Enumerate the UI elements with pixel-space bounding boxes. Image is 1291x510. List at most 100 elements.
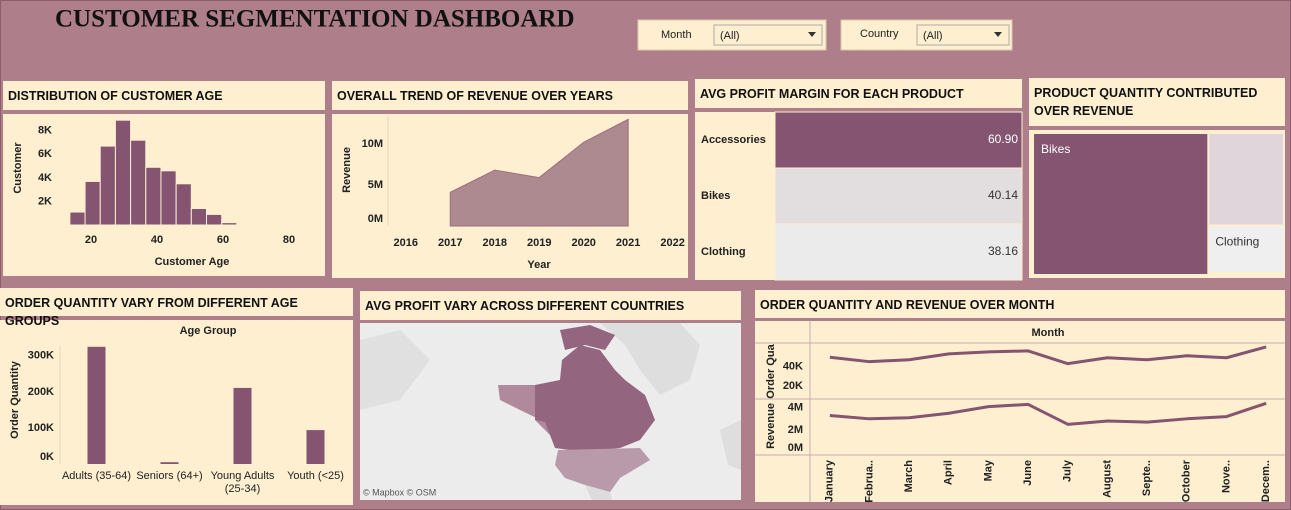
- bar: [69, 211, 86, 226]
- bar: [175, 183, 192, 226]
- bar: [206, 213, 223, 226]
- bar: [233, 387, 252, 464]
- map-land: [720, 420, 741, 470]
- bar: [130, 139, 147, 226]
- y-tick-label: 10M: [362, 138, 383, 150]
- x-tick-label: 80: [283, 234, 295, 246]
- x-tick-label: 20: [85, 234, 97, 246]
- bar: [114, 119, 132, 226]
- y-tick-label: 200K: [28, 386, 54, 398]
- x-tick-label: May: [982, 459, 994, 481]
- x-tick-label: Seniors (64+): [136, 470, 203, 482]
- cell: [774, 167, 1023, 225]
- panel: [0, 320, 353, 505]
- y-tick-label: 2M: [788, 424, 803, 436]
- map-land: [585, 485, 612, 500]
- y-tick-label: 0M: [788, 442, 803, 454]
- x-tick-label: Adults (35-64): [61, 470, 132, 482]
- y-tick-label: 0K: [40, 451, 54, 463]
- line: [829, 401, 1267, 426]
- filter-value: (All): [720, 30, 740, 42]
- x-axis-label: Month: [1032, 327, 1065, 339]
- x-tick-label: 2018: [483, 237, 507, 249]
- tile-label: Clothing: [1215, 235, 1259, 249]
- bar: [84, 180, 101, 226]
- map-region: [535, 345, 655, 450]
- line: [829, 345, 1267, 366]
- y-tick-label: 5M: [368, 179, 383, 191]
- x-axis-label: Age Group: [180, 325, 237, 337]
- map-land: [600, 323, 700, 395]
- y-tick-label: 20K: [783, 380, 803, 392]
- map-land: [360, 330, 430, 410]
- bar: [160, 170, 177, 226]
- filter-dropdown[interactable]: [713, 24, 823, 46]
- x-tick-label: 2016: [394, 237, 418, 249]
- x-tick-label: July: [1062, 459, 1074, 482]
- map-region: [560, 325, 615, 350]
- y-tick-label: 6K: [38, 148, 52, 160]
- y-tick-label: 40K: [783, 360, 803, 372]
- row-label: Accessories: [701, 134, 766, 146]
- x-tick-label: Februa..: [863, 460, 875, 503]
- cell: [774, 111, 1023, 169]
- x-tick-label: 2022: [660, 237, 684, 249]
- y-axis-label: Customer: [12, 142, 24, 194]
- dropdown-arrow: [808, 32, 816, 37]
- y-axis-label: Revenue: [341, 147, 353, 193]
- y-axis-label: Order Quantity: [9, 360, 21, 439]
- y-tick-label: 2K: [38, 195, 52, 207]
- y-axis-label: Order Qua: [765, 343, 777, 398]
- panel-title: AVG PROFIT VARY ACROSS DIFFERENT COUNTRI…: [360, 291, 741, 320]
- x-tick-label: 2020: [571, 237, 595, 249]
- x-tick-label: 2021: [616, 237, 640, 249]
- cell-label: 60.90: [988, 132, 1018, 146]
- cell-label: 40.14: [988, 188, 1018, 202]
- x-tick-label: Young Adults (25-34): [210, 470, 275, 495]
- bar: [221, 222, 238, 226]
- panel-title: AVG PROFIT MARGIN FOR EACH PRODUCT: [695, 79, 1022, 108]
- tile: [1034, 134, 1208, 274]
- y-tick-label: 0M: [368, 213, 383, 225]
- map-region: [498, 385, 555, 440]
- filter-label: Country: [860, 28, 899, 40]
- x-tick-label: 2017: [438, 237, 462, 249]
- panel-title: ORDER QUANTITY AND REVENUE OVER MONTH: [755, 290, 1285, 318]
- map-attribution: © Mapbox © OSM: [363, 487, 436, 497]
- y-tick-label: 4K: [38, 172, 52, 184]
- x-tick-label: January: [824, 459, 836, 502]
- x-tick-label: 60: [217, 234, 229, 246]
- filter-dropdown[interactable]: [916, 24, 1010, 46]
- filter-value: (All): [923, 30, 943, 42]
- bar: [160, 462, 179, 464]
- panel-title: PRODUCT QUANTITY CONTRIBUTED OVER REVENU…: [1029, 78, 1285, 126]
- panel-title: DISTRIBUTION OF CUSTOMER AGE: [3, 81, 325, 110]
- x-tick-label: Septe..: [1141, 460, 1153, 496]
- x-axis-label: Customer Age: [155, 256, 230, 268]
- x-tick-label: June: [1022, 460, 1034, 486]
- x-tick-label: April: [943, 460, 955, 485]
- x-tick-label: Decem..: [1260, 460, 1272, 502]
- x-tick-label: 40: [151, 234, 163, 246]
- cell: [774, 223, 1023, 281]
- x-tick-label: March: [903, 460, 915, 493]
- tile-label: Bikes: [1041, 142, 1070, 156]
- x-tick-label: October: [1181, 459, 1193, 502]
- cell-label: 38.16: [988, 244, 1018, 258]
- bar: [87, 346, 106, 464]
- panel-title: OVERALL TREND OF REVENUE OVER YEARS: [332, 81, 688, 110]
- bar: [306, 430, 325, 464]
- dropdown-arrow: [994, 32, 1002, 37]
- map-region: [555, 448, 650, 492]
- x-tick-label: 2019: [527, 237, 551, 249]
- dashboard-title: CUSTOMER SEGMENTATION DASHBOARD: [55, 6, 575, 33]
- tile: [1209, 226, 1283, 272]
- bar: [190, 208, 208, 226]
- y-tick-label: 100K: [28, 422, 54, 434]
- row-label: Bikes: [701, 190, 730, 202]
- x-tick-label: August: [1101, 460, 1113, 498]
- x-tick-label: Youth (<25): [287, 470, 344, 482]
- bar: [99, 145, 116, 226]
